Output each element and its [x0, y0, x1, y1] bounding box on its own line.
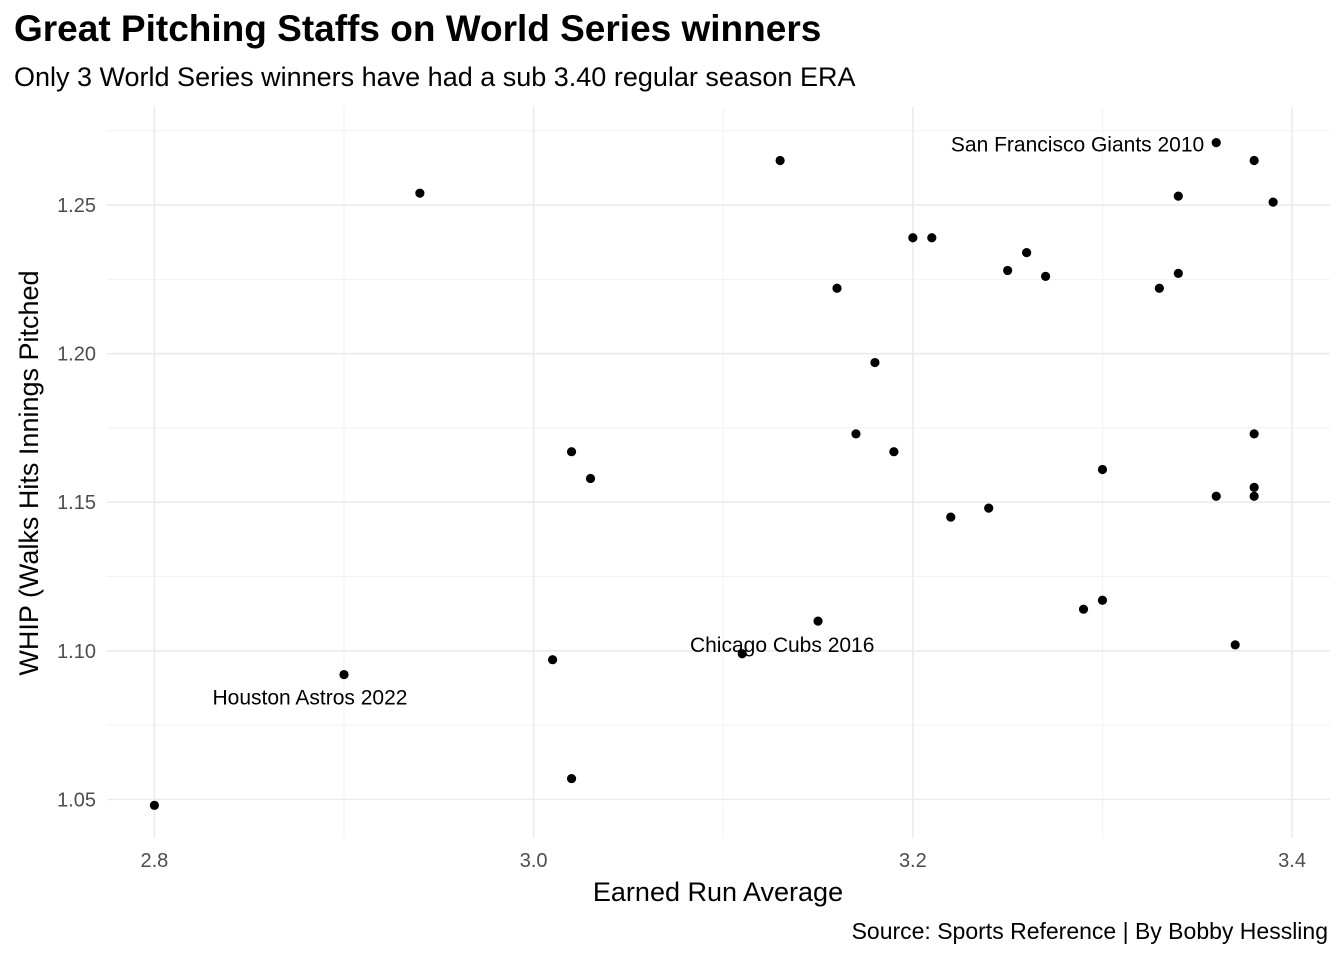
data-point: [566, 773, 577, 784]
data-point: [1003, 265, 1013, 276]
y-tick-label: 1.10: [57, 641, 96, 663]
y-tick-label: 1.25: [57, 195, 96, 217]
data-point: [813, 616, 823, 626]
data-point: [1249, 482, 1259, 492]
x-tick-label: 3.2: [899, 850, 927, 872]
y-tick-label: 1.20: [57, 344, 96, 366]
data-point: [1040, 271, 1051, 281]
data-point: [870, 357, 880, 368]
x-tick-label: 3.0: [520, 850, 548, 872]
point-annotation: Chicago Cubs 2016: [690, 634, 874, 657]
data-point: [1097, 595, 1108, 605]
y-tick-label: 1.05: [57, 789, 96, 811]
axis-ticks: 2.8 3.0 3.2 3.4 1.05 1.10 1.15 1.20 1.25: [57, 195, 1306, 872]
data-point: [1249, 155, 1259, 166]
chart-subtitle: Only 3 World Series winners have had a s…: [14, 62, 856, 92]
data-point: [1249, 429, 1259, 439]
data-point: [737, 649, 747, 659]
x-tick-label: 2.8: [140, 850, 168, 872]
data-point: [984, 503, 994, 513]
data-point: [1249, 491, 1259, 501]
data-point: [339, 669, 349, 680]
data-point: [1097, 464, 1108, 475]
grid-lines: [107, 107, 1330, 838]
data-point: [415, 188, 425, 198]
x-axis-title: Earned Run Average: [593, 877, 843, 907]
data-point: [1230, 640, 1240, 650]
data-point: [1022, 248, 1032, 258]
data-point: [889, 447, 899, 457]
data-point: [1078, 604, 1089, 614]
point-annotation: Houston Astros 2022: [213, 687, 408, 710]
data-point: [547, 655, 558, 665]
data-point: [149, 800, 160, 810]
data-point: [946, 512, 956, 522]
data-point: [585, 473, 596, 484]
data-point: [832, 283, 842, 293]
y-axis-title: WHIP (Walks Hits Innings Pitched: [14, 270, 44, 675]
data-point: [927, 233, 937, 243]
data-point: [1268, 197, 1278, 207]
data-point: [851, 429, 861, 439]
data-point: [566, 447, 577, 457]
data-point: [1211, 138, 1221, 148]
data-point: [1173, 268, 1183, 279]
chart-caption: Source: Sports Reference | By Bobby Hess…: [851, 918, 1328, 944]
data-point: [1211, 491, 1221, 501]
data-point: [908, 233, 918, 243]
point-annotations: Houston Astros 2022 Chicago Cubs 2016 San …: [213, 134, 1205, 710]
data-points: [149, 138, 1278, 810]
chart-title: Great Pitching Staffs on World Series wi…: [14, 8, 822, 49]
data-point: [775, 155, 785, 166]
point-annotation: San Francisco Giants 2010: [951, 134, 1204, 157]
data-point: [1173, 191, 1183, 201]
x-tick-label: 3.4: [1278, 850, 1306, 872]
data-point: [1154, 283, 1164, 293]
y-tick-label: 1.15: [57, 492, 96, 514]
